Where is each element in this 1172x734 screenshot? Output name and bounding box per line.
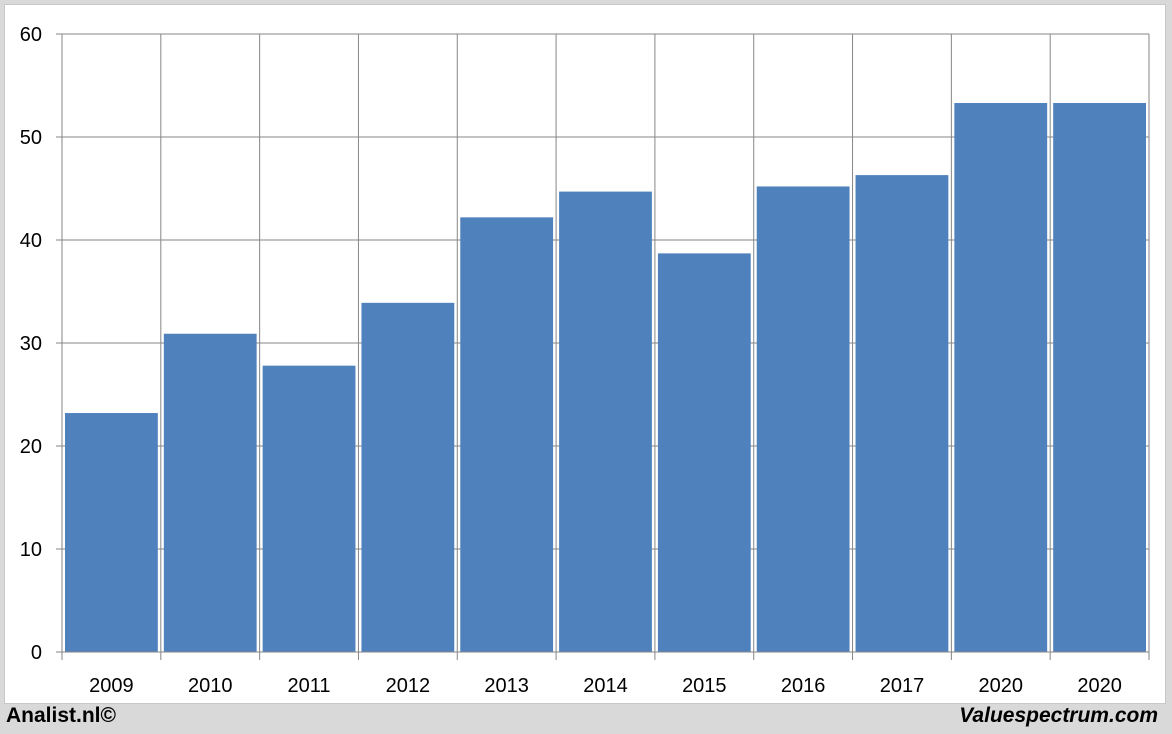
x-tick-label: 2020 <box>1077 675 1122 697</box>
y-tick-label: 60 <box>20 24 42 46</box>
x-tick-label: 2011 <box>288 675 331 697</box>
bar-2020-9 <box>954 103 1048 652</box>
bar-2014-5 <box>559 191 652 652</box>
bar-2012-3 <box>361 302 455 652</box>
bar-2016-7 <box>756 186 850 652</box>
bar-2015-6 <box>657 253 751 652</box>
x-tick-label: 2016 <box>781 675 826 697</box>
x-tick-label: 2012 <box>386 675 431 697</box>
y-tick-label: 30 <box>20 333 42 355</box>
x-tick-label: 2009 <box>89 675 134 697</box>
bar-2020-10 <box>1053 103 1146 652</box>
x-tick-label: 2010 <box>188 675 233 697</box>
bar-2010-1 <box>163 333 257 652</box>
y-tick-label: 40 <box>20 230 42 252</box>
y-tick-label: 50 <box>20 127 42 149</box>
x-tick-label: 2017 <box>880 675 925 697</box>
x-tick-label: 2020 <box>979 675 1024 697</box>
bar-2013-4 <box>460 217 554 652</box>
y-tick-label: 0 <box>31 642 42 664</box>
y-tick-label: 10 <box>20 539 42 561</box>
x-tick-label: 2015 <box>682 675 727 697</box>
tick-labels: 0 10 20 30 40 50 60 2009 2010 2011 2012 2013 2014 201… <box>20 24 1122 697</box>
y-tick-label: 20 <box>20 436 42 458</box>
footer-right-label: Valuespectrum.com <box>959 704 1158 727</box>
footer-left-label: Analist.nl© <box>6 704 116 727</box>
x-tick-label: 2014 <box>583 675 628 697</box>
x-tick-label: 2013 <box>484 675 529 697</box>
bar-2011-2 <box>262 365 356 652</box>
bar-2009-0 <box>65 413 158 652</box>
bars <box>65 103 1146 653</box>
axes <box>56 34 1149 653</box>
bar-2017-8 <box>855 175 949 653</box>
